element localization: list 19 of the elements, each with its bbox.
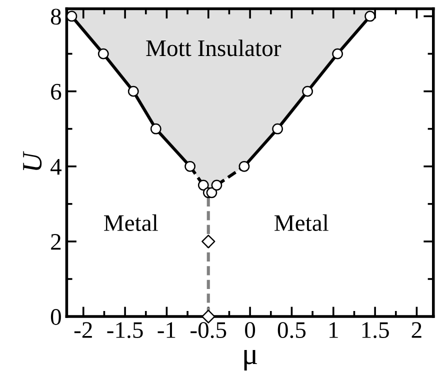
y-tick-label: 6 [51, 84, 62, 100]
x-tick-label: 1.5 [362, 322, 389, 338]
annotation: Mott Insulator [146, 40, 282, 56]
y-axis-title: U [23, 151, 42, 170]
y-tick-label: 4 [50, 159, 62, 175]
x-axis-title: μ [244, 350, 257, 371]
y-tick-label: 0 [50, 309, 61, 325]
x-tick-label: -2 [74, 322, 92, 338]
x-tick-label: 1 [330, 322, 338, 338]
x-tick-label: 2 [412, 322, 422, 338]
x-tick-label: -0.5 [190, 322, 226, 338]
annotation: Metal [274, 214, 328, 232]
x-tick-label: -1 [158, 322, 176, 338]
annotation: Metal [104, 214, 158, 232]
y-tick-label: 2 [51, 234, 61, 250]
x-tick-label: 0.5 [278, 322, 306, 338]
x-tick-label: -1.5 [107, 322, 143, 338]
x-tick-label: 0 [245, 322, 256, 338]
y-tick-label: 8 [50, 8, 61, 25]
